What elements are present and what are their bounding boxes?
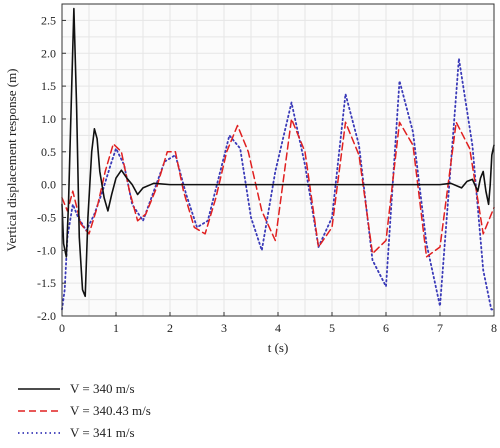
x-tick-label: 5 [329, 321, 335, 335]
series-line-solid [61, 7, 495, 298]
y-tick-label: -1.5 [37, 276, 56, 290]
legend-item-v340: V = 340 m/s [18, 378, 318, 400]
series-line-dashed [61, 118, 495, 258]
chart-series [61, 7, 495, 311]
axis-ticks: 0 1 2 3 4 5 6 7 8 -2.0 -1.5 -1.0 -0.5 0.0 0.5 1.0 1.5 2.0… [37, 13, 497, 335]
x-tick-label: 4 [275, 321, 281, 335]
x-tick-label: 2 [167, 321, 173, 335]
legend-item-v340-43: V = 340.43 m/s [18, 400, 318, 422]
y-tick-label: 2.0 [41, 46, 56, 60]
line-chart: 0 1 2 3 4 5 6 7 8 -2.0 -1.5 -1.0 -0.5 0.0 0.5 1.0 1.5 2.0… [4, 3, 497, 355]
x-tick-label: 8 [491, 321, 497, 335]
y-tick-label: 2.5 [41, 13, 56, 27]
y-tick-label: -2.0 [37, 309, 56, 323]
chart-grid [61, 3, 495, 317]
legend-label: V = 340 m/s [70, 381, 135, 396]
legend-label: V = 340.43 m/s [70, 403, 151, 418]
x-tick-label: 7 [437, 321, 443, 335]
legend-item-v341: V = 341 m/s [18, 422, 318, 444]
y-tick-label: 0.0 [41, 178, 56, 192]
x-tick-label: 1 [113, 321, 119, 335]
x-tick-label: 3 [221, 321, 227, 335]
y-axis-title: Vertical displacement response (m) [4, 68, 19, 251]
legend-swatch-solid [18, 388, 60, 390]
legend-label: V = 341 m/s [70, 425, 135, 440]
x-tick-label: 0 [59, 321, 65, 335]
y-tick-label: -0.5 [37, 210, 56, 224]
chart-legend: V = 340 m/s V = 340.43 m/s V = 341 m/s [18, 378, 318, 444]
y-tick-label: 0.5 [41, 145, 56, 159]
x-axis-title: t (s) [268, 340, 289, 355]
x-tick-label: 6 [383, 321, 389, 335]
legend-swatch-dashed [18, 410, 60, 412]
y-tick-label: 1.5 [41, 79, 56, 93]
y-tick-label: 1.0 [41, 112, 56, 126]
legend-swatch-dotted [18, 432, 60, 434]
y-tick-label: -1.0 [37, 243, 56, 257]
